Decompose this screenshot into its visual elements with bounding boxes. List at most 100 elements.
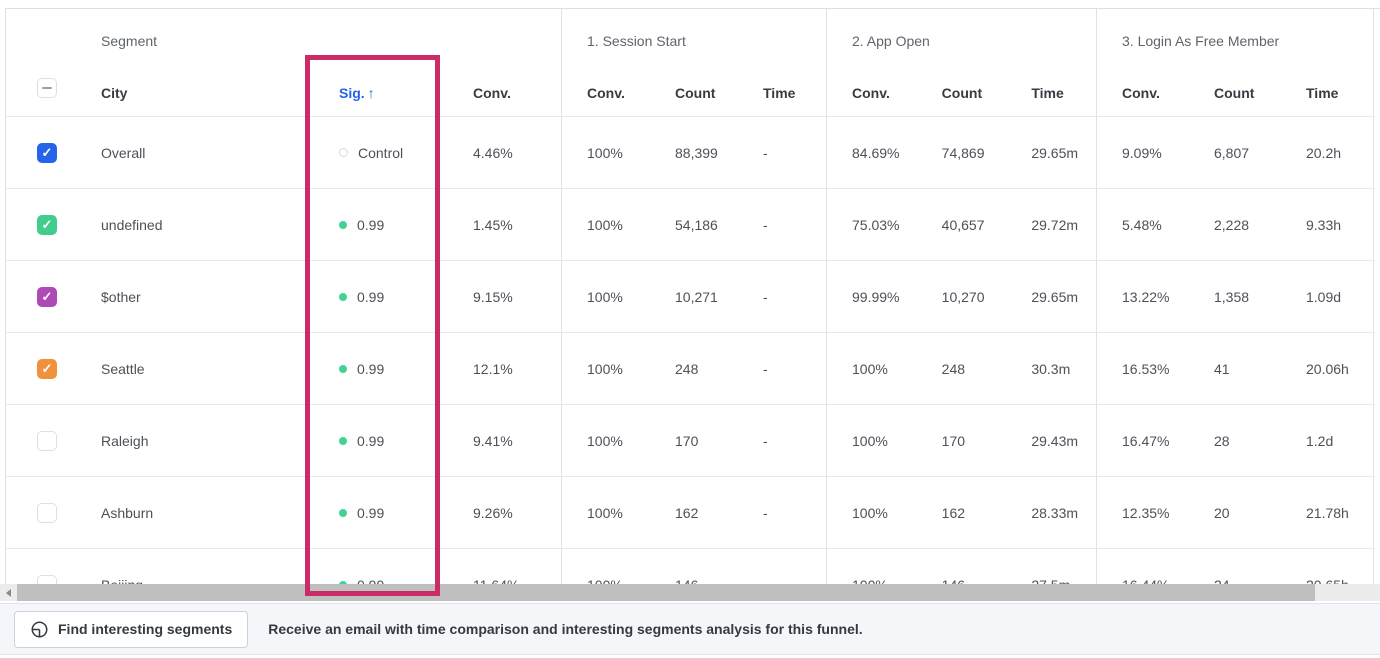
sig-value: 0.99 (357, 216, 385, 233)
segment-pie-icon (31, 621, 48, 637)
step-3-label: 3. Login As Free Member (1122, 33, 1280, 49)
step-cell: 28 (1214, 432, 1230, 449)
step-cell: 20.65h (1281, 549, 1373, 585)
table-row: ✓ Overall Control 4.46% 100% 88,399 - 84… (6, 116, 1375, 188)
city-cell: Raleigh (101, 432, 149, 449)
step-cell: 162 (941, 504, 966, 521)
step-cell: - (763, 216, 768, 233)
sig-value: 0.99 (357, 360, 385, 377)
conv-cell: 9.15% (473, 288, 513, 305)
step-cell: 12.35% (1122, 504, 1170, 521)
step-cell: 1.09d (1306, 288, 1342, 305)
city-cell: Overall (101, 144, 146, 161)
step-cell: 74,869 (941, 144, 985, 161)
column-header-step2-conv[interactable]: Conv. (852, 85, 890, 101)
row-checkbox[interactable]: ✓ (37, 574, 57, 584)
conv-cell: 1.45% (473, 216, 513, 233)
row-checkbox[interactable]: ✓ (37, 286, 57, 307)
step-cell: 248 (675, 360, 699, 377)
row-checkbox[interactable]: ✓ (37, 502, 57, 523)
scroll-left-arrow[interactable] (0, 584, 16, 601)
column-header-step3-time[interactable]: Time (1306, 85, 1339, 101)
step-cell: 6,807 (1214, 144, 1250, 161)
column-header-step2-time[interactable]: Time (1031, 85, 1064, 101)
city-cell: Ashburn (101, 504, 154, 521)
step-cell: 1,358 (1214, 288, 1250, 305)
step-cell: 54,186 (675, 216, 718, 233)
segment-label: Segment (101, 33, 158, 49)
step-group-header-1: 1. Session Start Conv. Count Time (561, 9, 826, 116)
table-row: ✓ Seattle 0.99 12.1% 100% 248 - 100% 248… (6, 332, 1375, 404)
step-cell: 100% (587, 288, 623, 305)
column-header-step1-time[interactable]: Time (763, 85, 796, 101)
step-cell: 99.99% (852, 288, 900, 305)
scrollbar-thumb[interactable] (17, 584, 1315, 601)
sig-dot-icon (339, 436, 347, 445)
city-cell: Beijing (91, 549, 306, 585)
step-cell: 27.5m (1006, 549, 1096, 585)
indeterminate-dash-icon (42, 87, 52, 89)
step-cell: 5.48% (1122, 216, 1162, 233)
step-group-header-3: 3. Login As Free Member Conv. Count Time (1096, 9, 1374, 116)
step-cell: 100% (587, 216, 623, 233)
step-cell: 100% (587, 360, 623, 377)
select-all-checkbox[interactable] (37, 78, 57, 98)
column-header-step1-count[interactable]: Count (675, 85, 716, 101)
row-checkbox[interactable]: ✓ (37, 214, 57, 235)
step-cell: - (763, 432, 768, 449)
sig-dot-icon (339, 364, 347, 373)
step-cell: 100% (852, 432, 888, 449)
column-header-step2-count[interactable]: Count (941, 85, 983, 101)
funnel-segments-table: Segment City Sig. ↑ Conv. 1. Session Star… (5, 8, 1380, 584)
column-header-step3-conv[interactable]: Conv. (1122, 85, 1160, 101)
city-cell: Seattle (101, 360, 145, 377)
step-cell: 29.65m (1031, 144, 1079, 161)
step-cell: 88,399 (675, 144, 718, 161)
conv-cell: 9.41% (473, 432, 513, 449)
step-cell: 1.2d (1306, 432, 1334, 449)
table-body: ✓ Overall Control 4.46% 100% 88,399 - 84… (6, 116, 1380, 584)
sig-dot-icon (339, 580, 347, 584)
step-cell: 30.3m (1031, 360, 1071, 377)
checkmark-icon: ✓ (41, 145, 53, 160)
sort-ascending-icon: ↑ (367, 85, 375, 101)
step-cell: 24 (1189, 549, 1281, 585)
column-header-sig[interactable]: Sig. ↑ (339, 85, 375, 101)
step-cell: 20.06h (1306, 360, 1349, 377)
step-cell: 75.03% (852, 216, 900, 233)
table-row: ✓ Ashburn 0.99 9.26% 100% 162 - 100% 162… (6, 476, 1375, 548)
column-header-step3-count[interactable]: Count (1214, 85, 1255, 101)
step-cell: - (763, 504, 768, 521)
step-cell: 29.65m (1031, 288, 1079, 305)
step-cell: 29.72m (1031, 216, 1079, 233)
step-cell: - (763, 360, 768, 377)
table-row: ✓ $other 0.99 9.15% 100% 10,271 - 99.99%… (6, 260, 1375, 332)
column-header-city[interactable]: City (101, 85, 128, 101)
column-header-conv[interactable]: Conv. (473, 85, 511, 101)
step-cell: 29.43m (1031, 432, 1079, 449)
step-cell: 13.22% (1122, 288, 1170, 305)
row-checkbox[interactable]: ✓ (37, 358, 57, 379)
sig-value: 0.99 (357, 432, 385, 449)
checkmark-icon: ✓ (41, 361, 53, 376)
checkmark-icon: ✓ (41, 217, 53, 232)
table-row: ✓ Beijing 0.99 11.64% 100% 146 - 100% 14… (6, 548, 1375, 584)
conv-cell: 12.1% (473, 360, 513, 377)
table-row: ✓ Raleigh 0.99 9.41% 100% 170 - 100% 170… (6, 404, 1375, 476)
table-row: ✓ undefined 0.99 1.45% 100% 54,186 - 75.… (6, 188, 1375, 260)
step-cell: 84.69% (852, 144, 900, 161)
row-checkbox[interactable]: ✓ (37, 430, 57, 451)
step-cell: 170 (941, 432, 966, 449)
step-cell: 28.33m (1031, 504, 1079, 521)
step-cell: 20.2h (1306, 144, 1342, 161)
city-cell: $other (101, 288, 141, 305)
table-header: Segment City Sig. ↑ Conv. 1. Session Star… (6, 9, 1375, 116)
column-header-step1-conv[interactable]: Conv. (587, 85, 625, 101)
step-cell: 100% (587, 432, 623, 449)
find-interesting-segments-button[interactable]: Find interesting segments (14, 610, 249, 648)
step-cell: 146 (650, 549, 738, 585)
row-checkbox[interactable]: ✓ (37, 142, 57, 163)
sig-dot-icon (339, 292, 347, 301)
step-cell: 100% (852, 504, 888, 521)
sig-dot-icon (339, 220, 347, 229)
